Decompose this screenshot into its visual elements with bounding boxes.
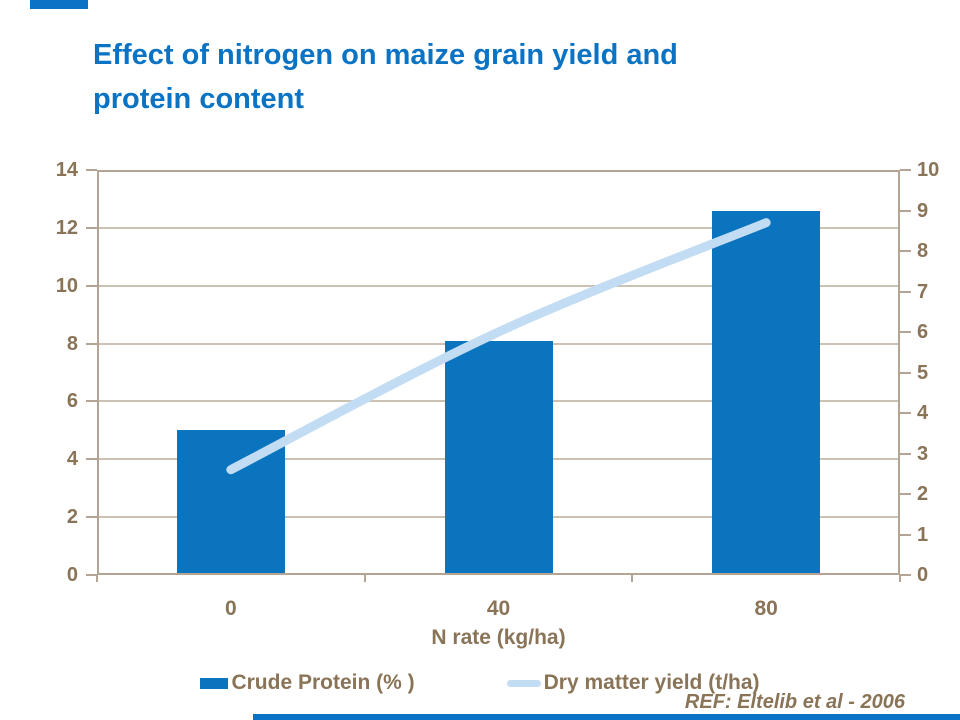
right-axis-tick-mark (900, 169, 911, 171)
left-axis-tick-label: 10 (55, 274, 78, 297)
x-axis-tick-mark (96, 575, 98, 582)
x-axis-category-label: 40 (486, 597, 511, 620)
right-axis-tick-mark (900, 574, 911, 576)
right-axis-tick-label: 10 (917, 159, 940, 181)
chart-title-line2: protein content (93, 83, 305, 115)
right-axis-tick-label: 0 (917, 564, 929, 586)
bottom-accent-bar (253, 714, 960, 720)
right-axis-tick-label: 5 (917, 361, 929, 384)
x-axis-tick-mark (363, 575, 366, 582)
right-axis-tick-label: 2 (917, 483, 929, 505)
right-axis-tick-label: 7 (917, 280, 929, 303)
right-axis-tick-mark (900, 209, 911, 212)
left-axis-tick-label: 0 (66, 564, 78, 586)
legend-item-dry-matter: Dry matter yield (t/ha) (506, 671, 760, 695)
right-axis-tick-label: 9 (917, 199, 929, 222)
crude-protein-bar (712, 210, 821, 575)
left-axis-tick-mark (86, 169, 97, 171)
line-series-swatch-icon (506, 679, 541, 687)
x-axis-title: N rate (kg/ha) (431, 626, 566, 649)
legend-label-crude-protein: Crude Protein (% ) (231, 671, 415, 694)
right-axis-tick-label: 8 (917, 240, 929, 262)
right-axis-tick-mark (900, 290, 911, 293)
right-axis-tick-mark (900, 412, 911, 414)
left-axis-tick-label: 8 (66, 332, 78, 355)
left-axis-tick-mark (86, 284, 97, 287)
x-axis-category-label: 80 (754, 597, 778, 620)
right-axis-tick-mark (900, 371, 911, 374)
right-axis-tick-label: 6 (917, 321, 929, 343)
legend-item-crude-protein: Crude Protein (% ) (200, 671, 415, 695)
legend: Crude Protein (% ) Dry matter yield (t/h… (0, 671, 960, 695)
right-axis-tick-mark (900, 452, 911, 455)
right-axis-tick-mark (900, 533, 911, 536)
right-axis-tick-label: 4 (917, 402, 929, 424)
left-axis-tick-label: 4 (66, 448, 78, 471)
left-axis-tick-mark (86, 574, 97, 576)
x-axis-tick-mark (631, 575, 634, 582)
left-axis-tick-mark (86, 400, 97, 403)
reference-citation: REF: Eltelib et al - 2006 (684, 691, 905, 713)
right-axis-tick-label: 3 (917, 442, 929, 465)
left-axis-tick-label: 14 (55, 159, 78, 181)
left-axis-tick-mark (86, 458, 97, 461)
left-axis-tick-label: 12 (55, 216, 78, 239)
chart-title: Effect of nitrogen on maize grain yield … (93, 33, 833, 121)
right-axis-tick-mark (900, 331, 911, 333)
top-left-accent-bar (30, 0, 88, 9)
right-axis-tick-mark (900, 250, 911, 252)
left-axis-tick-mark (86, 516, 97, 519)
crude-protein-bar (444, 340, 553, 575)
left-axis-tick-mark (86, 342, 97, 345)
bar-series-swatch-icon (200, 677, 229, 689)
x-axis-category-label: 0 (224, 597, 237, 620)
legend-label-dry-matter: Dry matter yield (t/ha) (543, 671, 760, 694)
x-axis-tick-mark (899, 575, 901, 582)
chart-title-line1: Effect of nitrogen on maize grain yield … (93, 39, 678, 71)
left-axis-tick-label: 6 (66, 390, 78, 413)
right-axis-tick-mark (900, 493, 911, 495)
left-axis-tick-mark (86, 226, 97, 229)
left-axis-tick-label: 2 (66, 506, 78, 529)
crude-protein-bar (176, 430, 285, 575)
right-axis-tick-label: 1 (917, 523, 929, 546)
